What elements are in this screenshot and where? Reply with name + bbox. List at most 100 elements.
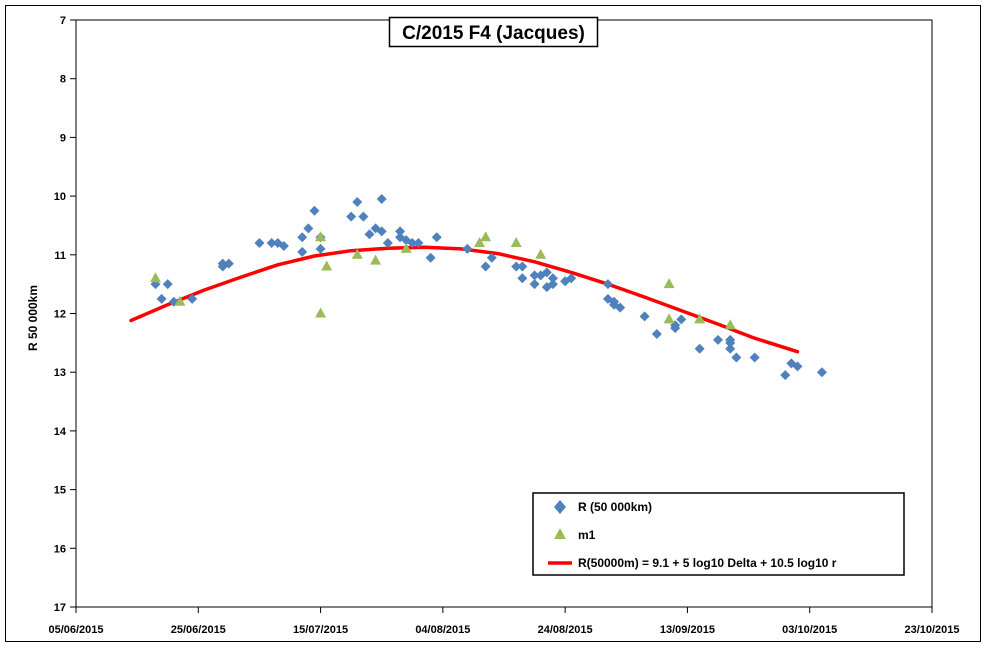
x-axis: 05/06/2015 25/06/2015 15/07/2015 04/08/2015…	[48, 607, 960, 636]
y-tick-label: 13	[54, 367, 66, 379]
y-tick-label: 17	[54, 602, 66, 614]
r-data-point	[713, 334, 723, 345]
legend-triangle-marker	[554, 528, 566, 539]
r-data-point	[413, 238, 424, 249]
y-axis: 7 8 9 10 11 12 13 14 15 16 17	[54, 15, 76, 614]
m1-data-point	[663, 278, 675, 289]
r-data-point	[254, 238, 265, 249]
m1-data-point	[474, 237, 486, 248]
r-data-point	[602, 279, 613, 290]
m1-data-point	[663, 313, 675, 324]
r-data-point	[529, 270, 540, 281]
r-data-point	[639, 311, 650, 322]
r-data-point	[529, 279, 540, 290]
r-data-point	[511, 261, 522, 272]
r-data-point	[425, 252, 436, 263]
r-data-point	[547, 279, 558, 290]
r-data-point	[376, 194, 387, 205]
chart-frame	[5, 5, 981, 642]
m1-data-point	[535, 248, 547, 259]
y-axis-title: R 50 000km	[26, 285, 40, 351]
r-data-point	[407, 238, 418, 249]
x-tick-label: 05/06/2015	[48, 624, 103, 636]
y-tick-label: 9	[60, 132, 66, 144]
r-data-point	[547, 273, 558, 284]
x-tick-label: 24/08/2015	[538, 624, 593, 636]
r-data-point	[382, 238, 393, 249]
m1-data-point	[321, 260, 333, 271]
m1-data-point	[149, 272, 161, 283]
r-data-point	[309, 205, 320, 216]
r-data-point	[731, 352, 742, 363]
legend-diamond-marker	[554, 500, 566, 514]
m1-data-point	[174, 295, 186, 306]
r-data-point	[694, 343, 705, 354]
r-data-point	[431, 232, 442, 243]
r-data-point	[297, 232, 308, 243]
title-border	[388, 16, 599, 48]
r-data-point	[566, 273, 577, 284]
r-data-point	[187, 293, 198, 304]
legend-label-m1: m1	[578, 528, 596, 542]
r-data-point	[156, 293, 167, 304]
chart-title: C/2015 F4 (Jacques)	[402, 23, 585, 44]
m1-data-point	[400, 242, 412, 253]
fit-curve	[129, 245, 800, 354]
legend-label-fit: R(50000m) = 9.1 + 5 log10 Delta + 10.5 l…	[578, 556, 837, 570]
fit-curve-line	[129, 245, 800, 354]
m1-data-point	[315, 307, 327, 318]
r-data-point	[162, 279, 173, 290]
r-data-point	[217, 258, 228, 269]
m1-data-point	[480, 231, 492, 242]
x-tick-label: 13/09/2015	[660, 624, 715, 636]
r-data-point	[223, 258, 234, 269]
r-data-point	[297, 246, 308, 257]
y-tick-label: 12	[54, 309, 66, 321]
r-data-point	[676, 314, 687, 325]
r-data-point	[315, 243, 326, 254]
r-data-point	[266, 238, 277, 249]
m1-data-point	[694, 313, 706, 324]
r-data-point	[364, 229, 375, 240]
r-data-point	[517, 261, 528, 272]
r-data-point	[749, 352, 760, 363]
m1-data-point	[370, 254, 382, 265]
r-data-point	[615, 302, 626, 313]
r-data-point	[541, 267, 552, 278]
r-data-point	[816, 367, 827, 378]
y-tick-label: 15	[54, 485, 66, 497]
r-data-point	[725, 343, 736, 354]
x-tick-label: 03/10/2015	[782, 624, 837, 636]
legend-box	[532, 492, 905, 576]
r-data-point	[462, 243, 473, 254]
y-tick-label: 10	[54, 191, 66, 203]
r-data-point	[792, 361, 803, 372]
legend-label-r: R (50 000km)	[578, 500, 652, 514]
x-tick-label: 15/07/2015	[293, 624, 348, 636]
y-tick-label: 14	[54, 426, 67, 438]
y-tick-label: 7	[60, 15, 66, 27]
m1-data-point	[351, 248, 363, 259]
legend: R (50 000km) m1 R(50000m) = 9.1 + 5 log1…	[532, 492, 905, 576]
y-tick-label: 8	[60, 74, 66, 86]
x-tick-label: 25/06/2015	[171, 624, 226, 636]
r-data-point	[346, 211, 357, 222]
x-tick-label: 23/10/2015	[904, 624, 959, 636]
r-data-point	[725, 337, 736, 348]
r-data-point	[358, 211, 369, 222]
r-data-point	[303, 223, 314, 234]
data-points	[149, 194, 827, 381]
r-data-point	[278, 240, 289, 251]
m1-data-point	[315, 231, 327, 242]
chart-title-box: C/2015 F4 (Jacques)	[388, 16, 599, 48]
m1-data-point	[724, 319, 736, 330]
r-data-point	[486, 252, 497, 263]
r-data-point	[352, 196, 363, 207]
r-data-point	[651, 329, 662, 340]
r-data-point	[480, 261, 491, 272]
y-tick-label: 16	[54, 543, 66, 555]
r-data-point	[517, 273, 528, 284]
r-data-point	[780, 370, 791, 381]
y-tick-label: 11	[54, 250, 66, 262]
